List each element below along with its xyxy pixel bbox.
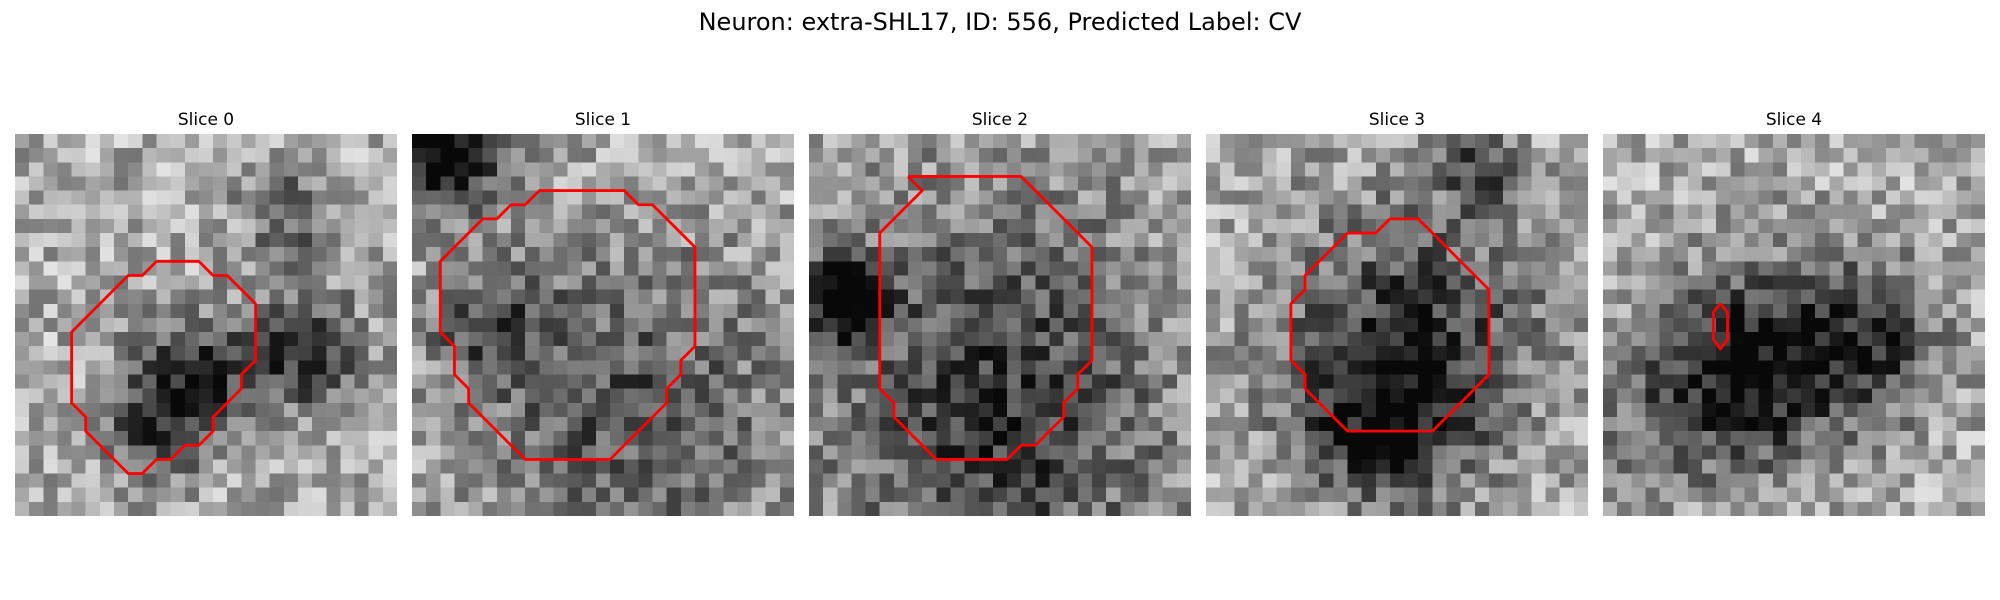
slice-image-3 — [1206, 134, 1588, 516]
segmentation-contour — [438, 189, 697, 461]
segmentation-contour — [70, 259, 257, 475]
pixel-grid — [1206, 134, 1588, 516]
pixel-grid — [809, 134, 1191, 516]
slice-title-3: Slice 3 — [1368, 110, 1426, 130]
pixel-grid — [15, 134, 397, 516]
slice-image-0 — [15, 134, 397, 516]
segmentation-contour — [878, 175, 1094, 461]
slice-image-1 — [412, 134, 794, 516]
slice-title-0: Slice 0 — [177, 110, 235, 130]
segmentation-contour — [1711, 302, 1729, 351]
pixel-grid — [1603, 134, 1985, 516]
slice-title-2: Slice 2 — [971, 110, 1029, 130]
slice-title-4: Slice 4 — [1765, 110, 1823, 130]
pixel-grid — [412, 134, 794, 516]
slice-image-2 — [809, 134, 1191, 516]
figure-title: Neuron: extra-SHL17, ID: 556, Predicted … — [698, 8, 1302, 36]
segmentation-contour — [1289, 217, 1491, 433]
slice-title-1: Slice 1 — [574, 110, 632, 130]
slice-image-4 — [1603, 134, 1985, 516]
